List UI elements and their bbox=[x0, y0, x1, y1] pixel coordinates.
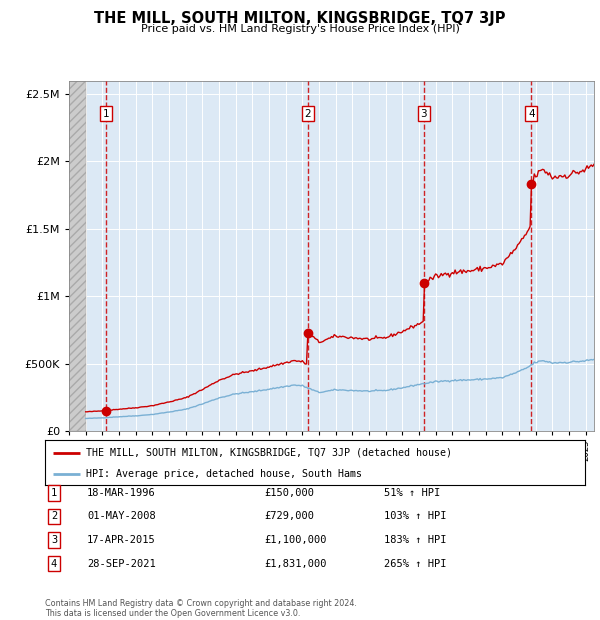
Text: 17-APR-2015: 17-APR-2015 bbox=[87, 535, 156, 545]
Text: £150,000: £150,000 bbox=[264, 488, 314, 498]
Text: 01-MAY-2008: 01-MAY-2008 bbox=[87, 512, 156, 521]
Text: 2: 2 bbox=[305, 109, 311, 119]
Text: 51% ↑ HPI: 51% ↑ HPI bbox=[384, 488, 440, 498]
Text: 4: 4 bbox=[51, 559, 57, 569]
Text: 3: 3 bbox=[421, 109, 427, 119]
Text: 3: 3 bbox=[51, 535, 57, 545]
Text: 1: 1 bbox=[103, 109, 109, 119]
Text: £1,831,000: £1,831,000 bbox=[264, 559, 326, 569]
Text: 1: 1 bbox=[51, 488, 57, 498]
Text: £1,100,000: £1,100,000 bbox=[264, 535, 326, 545]
Text: 18-MAR-1996: 18-MAR-1996 bbox=[87, 488, 156, 498]
Text: 4: 4 bbox=[528, 109, 535, 119]
Text: 2: 2 bbox=[51, 512, 57, 521]
Text: HPI: Average price, detached house, South Hams: HPI: Average price, detached house, Sout… bbox=[86, 469, 361, 479]
Text: THE MILL, SOUTH MILTON, KINGSBRIDGE, TQ7 3JP (detached house): THE MILL, SOUTH MILTON, KINGSBRIDGE, TQ7… bbox=[86, 448, 452, 458]
Text: 183% ↑ HPI: 183% ↑ HPI bbox=[384, 535, 446, 545]
Text: 265% ↑ HPI: 265% ↑ HPI bbox=[384, 559, 446, 569]
Text: Contains HM Land Registry data © Crown copyright and database right 2024.: Contains HM Land Registry data © Crown c… bbox=[45, 599, 357, 608]
Text: 28-SEP-2021: 28-SEP-2021 bbox=[87, 559, 156, 569]
Text: 103% ↑ HPI: 103% ↑ HPI bbox=[384, 512, 446, 521]
Text: This data is licensed under the Open Government Licence v3.0.: This data is licensed under the Open Gov… bbox=[45, 609, 301, 618]
Text: Price paid vs. HM Land Registry's House Price Index (HPI): Price paid vs. HM Land Registry's House … bbox=[140, 24, 460, 33]
Text: £729,000: £729,000 bbox=[264, 512, 314, 521]
Text: THE MILL, SOUTH MILTON, KINGSBRIDGE, TQ7 3JP: THE MILL, SOUTH MILTON, KINGSBRIDGE, TQ7… bbox=[94, 11, 506, 26]
